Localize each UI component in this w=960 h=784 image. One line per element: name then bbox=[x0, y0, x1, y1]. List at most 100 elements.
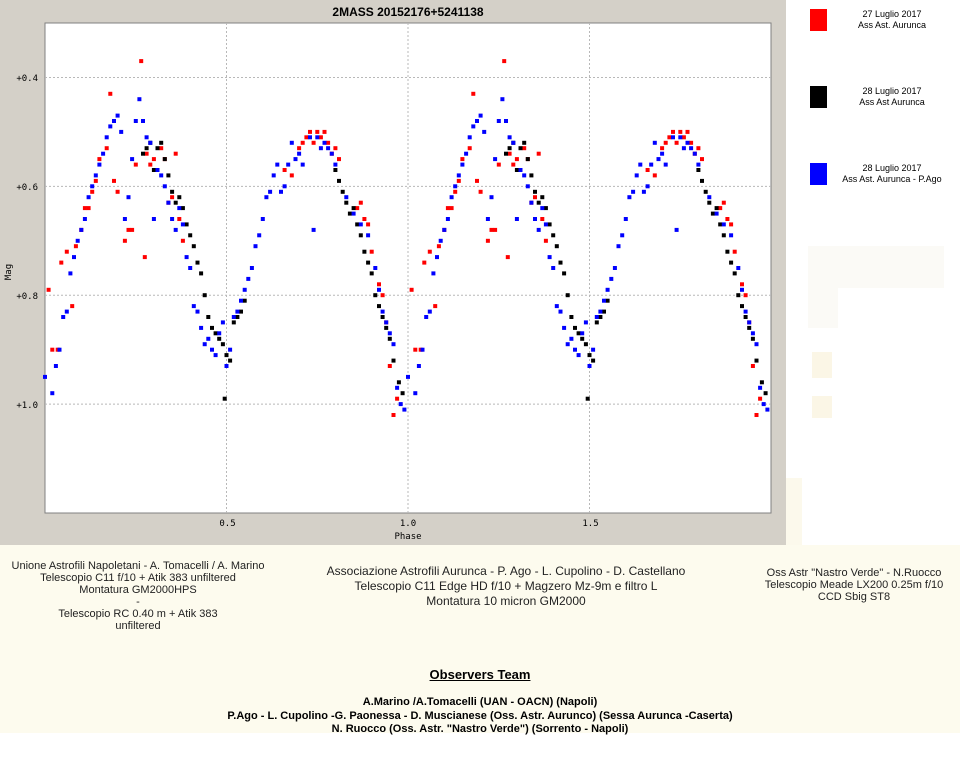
data-point bbox=[583, 342, 588, 347]
data-point bbox=[449, 195, 454, 200]
data-point bbox=[449, 206, 454, 211]
data-point bbox=[525, 157, 530, 162]
data-point bbox=[427, 309, 432, 314]
data-point bbox=[195, 309, 200, 314]
data-point bbox=[540, 206, 545, 211]
data-point bbox=[64, 309, 69, 314]
legend-observer: Ass Ast Aurunca bbox=[859, 97, 925, 107]
data-point bbox=[518, 146, 523, 151]
data-point bbox=[337, 178, 341, 183]
data-point bbox=[551, 266, 556, 270]
data-point bbox=[210, 325, 214, 330]
data-point bbox=[609, 276, 614, 281]
data-point bbox=[308, 135, 312, 140]
data-point bbox=[580, 331, 585, 336]
x-tick-label: 0.5 bbox=[219, 519, 235, 529]
observer-block-aurunca: Associazione Astrofili Aurunca - P. Ago … bbox=[306, 564, 706, 609]
data-point bbox=[700, 157, 704, 162]
data-point bbox=[671, 135, 675, 140]
data-point bbox=[112, 119, 116, 123]
observer-line: Montatura GM2000HPS bbox=[79, 584, 197, 596]
data-point bbox=[689, 146, 694, 151]
data-point bbox=[260, 217, 265, 221]
data-point bbox=[678, 135, 683, 140]
data-point bbox=[743, 315, 748, 319]
data-point bbox=[199, 325, 204, 330]
data-point bbox=[210, 347, 214, 352]
data-point bbox=[239, 309, 243, 314]
data-point bbox=[217, 331, 222, 336]
data-point bbox=[304, 135, 309, 140]
data-point bbox=[750, 331, 755, 336]
data-point bbox=[681, 146, 686, 151]
data-point bbox=[747, 320, 752, 325]
data-point bbox=[536, 151, 541, 156]
data-point bbox=[93, 173, 98, 178]
y-tick-label: +0.4 bbox=[16, 74, 38, 84]
data-point bbox=[740, 304, 744, 309]
data-point bbox=[90, 184, 95, 189]
faint-block bbox=[808, 246, 944, 288]
data-point bbox=[337, 157, 341, 162]
data-point bbox=[373, 293, 378, 298]
observer-line: Unione Astrofili Napoletani - A. Tomacel… bbox=[11, 560, 265, 572]
data-point bbox=[104, 135, 109, 140]
data-point bbox=[173, 200, 178, 205]
data-point bbox=[246, 276, 251, 281]
observers-team-title: Observers Team bbox=[429, 667, 531, 682]
data-point bbox=[700, 178, 704, 183]
data-point bbox=[504, 151, 508, 156]
data-point bbox=[758, 396, 763, 401]
faint-block bbox=[812, 396, 832, 418]
data-point bbox=[151, 157, 156, 162]
data-point bbox=[436, 244, 441, 249]
data-point bbox=[605, 298, 610, 303]
data-point bbox=[750, 364, 755, 368]
legend-date: 28 Luglio 2017 bbox=[862, 163, 922, 173]
data-point bbox=[598, 315, 603, 319]
legend-swatch bbox=[810, 86, 827, 108]
data-point bbox=[115, 189, 120, 194]
data-point bbox=[188, 233, 193, 238]
data-point bbox=[126, 227, 131, 232]
data-point bbox=[554, 244, 559, 249]
data-point bbox=[718, 222, 723, 227]
data-point bbox=[46, 287, 51, 292]
y-axis-label: Mag bbox=[4, 264, 14, 280]
data-point bbox=[573, 347, 577, 352]
data-point bbox=[333, 168, 338, 172]
data-point bbox=[674, 227, 679, 232]
data-point bbox=[406, 374, 410, 379]
data-point bbox=[133, 119, 138, 123]
data-point bbox=[565, 293, 570, 298]
data-point bbox=[373, 266, 378, 270]
data-point bbox=[184, 255, 189, 260]
data-point bbox=[351, 211, 356, 216]
legend-observer: Ass Ast. Aurunca bbox=[857, 20, 927, 30]
data-point bbox=[387, 364, 392, 368]
data-point bbox=[587, 364, 592, 368]
data-point bbox=[612, 266, 617, 270]
data-point bbox=[511, 140, 516, 145]
data-point bbox=[235, 315, 240, 319]
data-point bbox=[547, 222, 552, 227]
data-points bbox=[43, 59, 770, 417]
data-point bbox=[460, 162, 465, 167]
data-point bbox=[511, 162, 516, 167]
legend-date: 28 Luglio 2017 bbox=[862, 86, 922, 96]
data-point bbox=[199, 271, 204, 276]
data-point bbox=[587, 353, 592, 358]
data-point bbox=[674, 140, 679, 145]
data-point bbox=[482, 129, 487, 134]
data-point bbox=[93, 178, 98, 183]
data-point bbox=[122, 238, 127, 243]
data-point bbox=[170, 217, 175, 221]
data-point bbox=[759, 380, 764, 385]
data-point bbox=[681, 135, 686, 140]
data-point bbox=[97, 157, 102, 162]
data-point bbox=[173, 151, 178, 156]
data-point bbox=[57, 347, 62, 352]
data-point bbox=[594, 320, 599, 325]
data-point bbox=[718, 206, 723, 211]
data-point bbox=[79, 227, 84, 232]
